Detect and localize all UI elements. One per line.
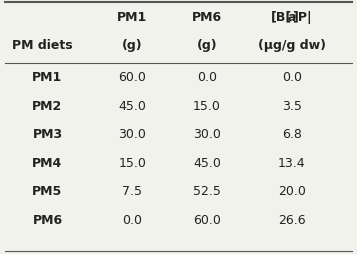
Text: 7.5: 7.5 — [122, 185, 142, 198]
Text: 15.0: 15.0 — [119, 156, 146, 169]
Text: 20.0: 20.0 — [278, 185, 306, 198]
Text: PM6: PM6 — [32, 213, 62, 226]
Text: 0.0: 0.0 — [197, 71, 217, 84]
Text: a: a — [288, 11, 296, 24]
Text: 45.0: 45.0 — [119, 99, 146, 112]
Text: 52.5: 52.5 — [193, 185, 221, 198]
Text: 0.0: 0.0 — [282, 71, 302, 84]
Text: PM1: PM1 — [32, 71, 62, 84]
Text: ]P|: ]P| — [292, 11, 311, 24]
Text: 60.0: 60.0 — [119, 71, 146, 84]
Text: PM6: PM6 — [192, 11, 222, 24]
Text: 6.8: 6.8 — [282, 128, 302, 141]
Text: 3.5: 3.5 — [282, 99, 302, 112]
Text: 30.0: 30.0 — [119, 128, 146, 141]
Text: PM3: PM3 — [32, 128, 62, 141]
Text: PM2: PM2 — [32, 99, 62, 112]
Text: (g): (g) — [196, 39, 217, 52]
Text: 15.0: 15.0 — [193, 99, 221, 112]
Text: (μg/g dw): (μg/g dw) — [258, 39, 326, 52]
Text: 30.0: 30.0 — [193, 128, 221, 141]
Text: [B[: [B[ — [271, 11, 292, 24]
Text: 45.0: 45.0 — [193, 156, 221, 169]
Text: PM1: PM1 — [117, 11, 147, 24]
Text: 13.4: 13.4 — [278, 156, 306, 169]
Text: PM4: PM4 — [32, 156, 62, 169]
Text: PM diets: PM diets — [12, 39, 72, 52]
Text: 0.0: 0.0 — [122, 213, 142, 226]
Text: (g): (g) — [122, 39, 143, 52]
Text: 26.6: 26.6 — [278, 213, 306, 226]
Text: PM5: PM5 — [32, 185, 62, 198]
Text: 60.0: 60.0 — [193, 213, 221, 226]
